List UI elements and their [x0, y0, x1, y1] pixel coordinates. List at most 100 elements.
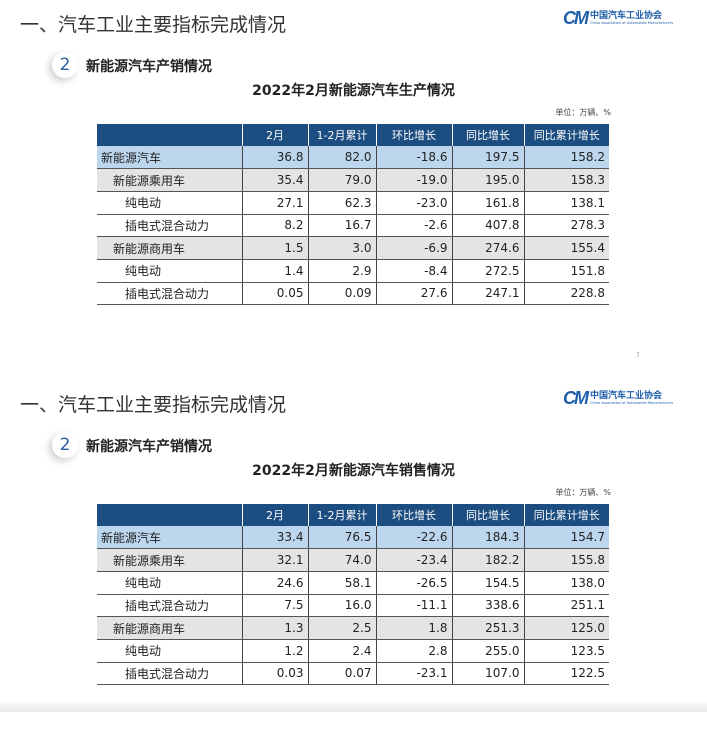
table-row: 纯电动 24.6 58.1 -26.5 154.5 138.0	[97, 571, 609, 595]
unit-label: 单位：万辆、%	[555, 488, 611, 497]
table-cell: 2.4	[308, 639, 377, 663]
table-row: 新能源商用车 1.3 2.5 1.8 251.3 125.0	[97, 616, 609, 640]
row-label: 纯电动	[97, 259, 243, 283]
table-cell: 407.8	[452, 214, 525, 238]
row-label: 纯电动	[97, 191, 243, 215]
table-cell: 158.2	[524, 146, 609, 170]
cm-logo-icon: CM	[563, 388, 589, 408]
table-cell: 16.0	[308, 594, 377, 618]
column-header: 同比累计增长	[524, 504, 609, 526]
table-cell: 251.3	[452, 616, 525, 640]
table-row: 新能源商用车 1.5 3.0 -6.9 274.6 155.4	[97, 236, 609, 260]
column-header: 同比累计增长	[524, 124, 609, 146]
column-header: 环比增长	[376, 504, 453, 526]
table-cell: 155.4	[524, 236, 609, 260]
section-number-badge: 2	[52, 432, 78, 458]
table-cell: -22.6	[376, 526, 453, 550]
table-cell: 154.7	[524, 526, 609, 550]
row-label: 新能源商用车	[97, 236, 243, 260]
table-row: 新能源汽车 36.8 82.0 -18.6 197.5 158.2	[97, 146, 609, 170]
table-cell: 58.1	[308, 571, 377, 595]
table-title: 2022年2月新能源汽车销售情况	[252, 463, 455, 479]
table-cell: 0.07	[308, 662, 377, 686]
row-label: 新能源乘用车	[97, 548, 243, 572]
table-cell: 278.3	[524, 214, 609, 238]
section-title: 一、汽车工业主要指标完成情况	[20, 14, 287, 36]
caam-logo: CM 中国汽车工业协会 China Association of Automobil…	[563, 8, 673, 29]
table-cell: 7.5	[242, 594, 309, 618]
section-title: 一、汽车工业主要指标完成情况	[20, 394, 287, 416]
column-header: 1-2月累计	[308, 504, 377, 526]
table-cell: 1.2	[242, 639, 309, 663]
column-header: 同比增长	[452, 124, 525, 146]
header-row: 2月 1-2月累计 环比增长 同比增长 同比累计增长	[97, 124, 609, 146]
row-label: 新能源商用车	[97, 616, 243, 640]
table-cell: 154.5	[452, 571, 525, 595]
table-cell: 62.3	[308, 191, 377, 215]
logo-cn: 中国汽车工业协会	[590, 11, 663, 21]
table-cell: 161.8	[452, 191, 525, 215]
table-cell: -19.0	[376, 168, 453, 192]
table-cell: 155.8	[524, 548, 609, 572]
table-row: 插电式混合动力 7.5 16.0 -11.1 338.6 251.1	[97, 594, 609, 618]
table-row: 纯电动 27.1 62.3 -23.0 161.8 138.1	[97, 191, 609, 215]
table-cell: 251.1	[524, 594, 609, 618]
table-cell: 255.0	[452, 639, 525, 663]
logo-cn: 中国汽车工业协会	[590, 391, 663, 401]
table-cell: -6.9	[376, 236, 453, 260]
table-cell: -18.6	[376, 146, 453, 170]
table-cell: -23.0	[376, 191, 453, 215]
table-cell: 1.5	[242, 236, 309, 260]
table-cell: 151.8	[524, 259, 609, 283]
table-cell: 182.2	[452, 548, 525, 572]
section-number-badge: 2	[52, 52, 78, 78]
table-row: 新能源乘用车 32.1 74.0 -23.4 182.2 155.8	[97, 548, 609, 572]
table-cell: 0.09	[308, 282, 377, 306]
table-cell: 2.9	[308, 259, 377, 283]
table-cell: 2.8	[376, 639, 453, 663]
column-header	[97, 504, 243, 526]
row-label: 插电式混合动力	[97, 594, 243, 618]
table-cell: 247.1	[452, 282, 525, 306]
table-cell: -23.4	[376, 548, 453, 572]
data-table: 2月 1-2月累计 环比增长 同比增长 同比累计增长 新能源汽车 36.8 82.0 -18.6…	[97, 124, 609, 306]
column-header: 1-2月累计	[308, 124, 377, 146]
column-header: 2月	[242, 504, 309, 526]
row-label: 插电式混合动力	[97, 282, 243, 306]
table-row: 纯电动 1.4 2.9 -8.4 272.5 151.8	[97, 259, 609, 283]
page-number: 7	[636, 352, 640, 359]
table-row: 新能源汽车 33.4 76.5 -22.6 184.3 154.7	[97, 526, 609, 550]
table-cell: 27.1	[242, 191, 309, 215]
row-label: 插电式混合动力	[97, 662, 243, 686]
table-cell: 33.4	[242, 526, 309, 550]
table-cell: 0.05	[242, 282, 309, 306]
table-cell: 24.6	[242, 571, 309, 595]
header-row: 2月 1-2月累计 环比增长 同比增长 同比累计增长	[97, 504, 609, 526]
column-header: 2月	[242, 124, 309, 146]
table-cell: 272.5	[452, 259, 525, 283]
logo-en: China Association of Automobile Manufact…	[590, 401, 674, 405]
table-cell: 123.5	[524, 639, 609, 663]
table-cell: 36.8	[242, 146, 309, 170]
table-cell: 197.5	[452, 146, 525, 170]
table-cell: 158.3	[524, 168, 609, 192]
row-label: 新能源汽车	[97, 526, 243, 550]
table-cell: 107.0	[452, 662, 525, 686]
column-header	[97, 124, 243, 146]
table-row: 插电式混合动力 0.05 0.09 27.6 247.1 228.8	[97, 282, 609, 306]
table-cell: 1.4	[242, 259, 309, 283]
table-cell: 184.3	[452, 526, 525, 550]
table-cell: 16.7	[308, 214, 377, 238]
table-cell: 138.1	[524, 191, 609, 215]
table-cell: 27.6	[376, 282, 453, 306]
caam-logo: CM 中国汽车工业协会 China Association of Automobil…	[563, 388, 673, 409]
table-cell: 1.8	[376, 616, 453, 640]
table-row: 插电式混合动力 8.2 16.7 -2.6 407.8 278.3	[97, 214, 609, 238]
table-cell: 74.0	[308, 548, 377, 572]
table-cell: -11.1	[376, 594, 453, 618]
table-cell: 35.4	[242, 168, 309, 192]
slide-1: 一、汽车工业主要指标完成情况 CM 中国汽车工业协会 China Associati…	[0, 0, 707, 360]
table-cell: 195.0	[452, 168, 525, 192]
table-cell: 274.6	[452, 236, 525, 260]
row-label: 新能源乘用车	[97, 168, 243, 192]
